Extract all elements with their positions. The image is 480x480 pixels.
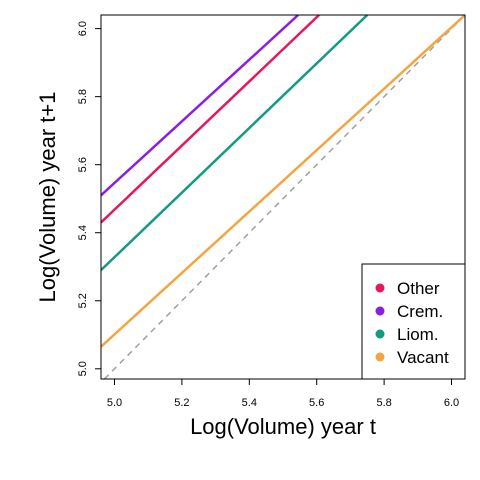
reference-line	[103, 15, 465, 379]
legend-box	[361, 263, 466, 380]
series-line-other	[101, 15, 320, 224]
legend-marker-crem	[375, 306, 385, 316]
x-tick-label: 6.0	[444, 397, 459, 409]
legend-marker-vacant	[375, 352, 385, 362]
series-line-liom	[101, 15, 369, 272]
x-tick-label: 5.4	[242, 397, 257, 409]
x-axis-title: Log(Volume) year t	[190, 414, 376, 439]
y-tick-label: 5.2	[77, 293, 89, 308]
legend: Other Crem. Liom. Vacant	[361, 263, 466, 380]
x-tick-label: 5.2	[174, 397, 189, 409]
x-axis: 5.0 5.2 5.4 5.6 5.8 6.0	[107, 379, 459, 409]
plot-lines	[101, 15, 465, 379]
legend-label-vacant: Vacant	[397, 348, 449, 367]
legend-label-other: Other	[397, 279, 440, 298]
y-tick-label: 5.8	[77, 89, 89, 104]
y-axis-title: Log(Volume) year t+1	[35, 92, 60, 303]
y-tick-label: 5.6	[77, 157, 89, 172]
plot-frame	[100, 14, 466, 380]
legend-label-liom: Liom.	[397, 325, 439, 344]
y-axis: 5.0 5.2 5.4 5.6 5.8 6.0	[77, 21, 101, 376]
x-tick-label: 5.8	[376, 397, 391, 409]
y-tick-label: 5.4	[77, 225, 89, 240]
series-line-crem	[101, 15, 300, 197]
x-tick-label: 5.6	[309, 397, 324, 409]
y-tick-label: 5.0	[77, 361, 89, 376]
legend-marker-other	[375, 283, 385, 293]
x-tick-label: 5.0	[107, 397, 122, 409]
legend-label-crem: Crem.	[397, 302, 443, 321]
y-tick-label: 6.0	[77, 21, 89, 36]
series-line-vacant	[101, 15, 465, 348]
legend-marker-liom	[375, 329, 385, 339]
